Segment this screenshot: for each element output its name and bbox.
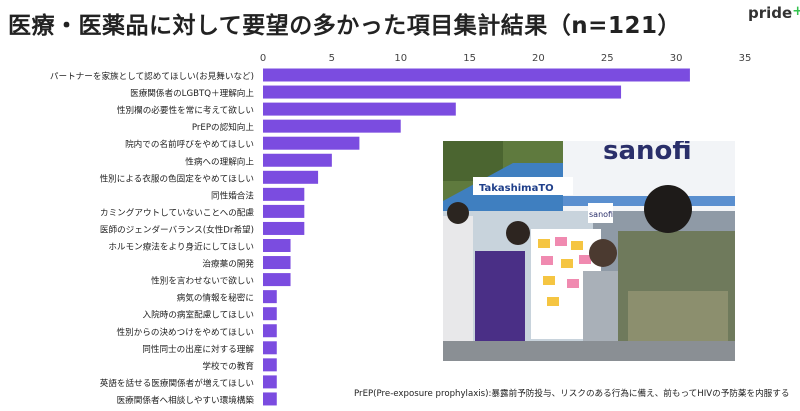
category-label: 英語を話せる医療関係者が増えてほしい — [100, 377, 254, 389]
logo-text: pride — [748, 4, 793, 22]
category-label: 病気の情報を秘密に — [177, 292, 254, 304]
category-label: 性別による衣服の色固定をやめてほしい — [100, 172, 254, 184]
category-label: 医療関係者のLGBTQ＋理解向上 — [130, 87, 254, 99]
x-tick-label: 35 — [739, 53, 752, 64]
bar — [263, 85, 622, 99]
category-label: 性別を言わせないで欲しい — [151, 275, 254, 287]
x-tick-label: 10 — [394, 53, 407, 64]
category-label: 医療関係者へ相談しやすい環境構築 — [117, 394, 255, 406]
bar — [263, 392, 277, 406]
event-photo: sanofi TakashimaTO sanofi — [443, 141, 735, 361]
x-tick-label: 30 — [670, 53, 683, 64]
bar — [263, 136, 360, 150]
bar — [263, 290, 277, 304]
bar — [263, 375, 277, 389]
bar — [263, 102, 456, 116]
category-label: パートナーを家族として認めてほしい(お見舞いなど) — [50, 70, 254, 82]
bar — [263, 307, 277, 321]
category-label: 同性婚合法 — [211, 189, 254, 201]
bar — [263, 256, 291, 270]
x-tick-label: 25 — [601, 53, 614, 64]
bar — [263, 273, 291, 287]
x-tick-label: 0 — [260, 53, 266, 64]
category-label: 性病への理解向上 — [185, 155, 254, 167]
bar — [263, 341, 277, 355]
takashimato-sign-text: TakashimaTO — [479, 183, 554, 194]
x-tick-label: 20 — [532, 53, 545, 64]
category-label: 治療薬の開発 — [202, 258, 254, 270]
page-title: 医療・医薬品に対して要望の多かった項目集計結果（n=121） — [8, 13, 681, 39]
bar — [263, 221, 305, 235]
bar — [263, 204, 305, 218]
bar — [263, 153, 332, 167]
category-label: 性別からの決めつけをやめてほしい — [116, 326, 254, 338]
category-label: 学校での教育 — [202, 360, 254, 372]
sanofi-small-sign-text: sanofi — [589, 210, 613, 219]
bar — [263, 239, 291, 252]
category-label: 医師のジェンダーバランス(女性Dr希望) — [100, 223, 254, 235]
sanofi-sign-text: sanofi — [603, 141, 692, 166]
category-label: 入院時の病室配慮してほしい — [143, 309, 254, 321]
footnote: PrEP(Pre-exposure prophylaxis):暴露前予防投与、リ… — [354, 389, 790, 399]
pride-logo: pride+ — [748, 4, 800, 22]
logo-plus-icon: + — [792, 4, 800, 19]
bar — [263, 358, 277, 372]
bar — [263, 170, 319, 184]
bar — [263, 187, 305, 201]
category-label: 性別欄の必要性を常に考えて欲しい — [117, 104, 254, 116]
category-label: 院内での名前呼びをやめてほしい — [125, 138, 254, 150]
x-tick-label: 15 — [463, 53, 476, 64]
bar — [263, 324, 277, 338]
x-tick-label: 5 — [329, 53, 335, 64]
category-label: ホルモン療法をより身近にしてほしい — [108, 241, 254, 253]
bar — [263, 119, 401, 133]
category-label: 同性同士の出産に対する理解 — [142, 343, 254, 355]
bar — [263, 68, 690, 82]
category-label: カミングアウトしていないことへの配慮 — [100, 206, 254, 218]
category-label: PrEPの認知向上 — [192, 121, 255, 133]
